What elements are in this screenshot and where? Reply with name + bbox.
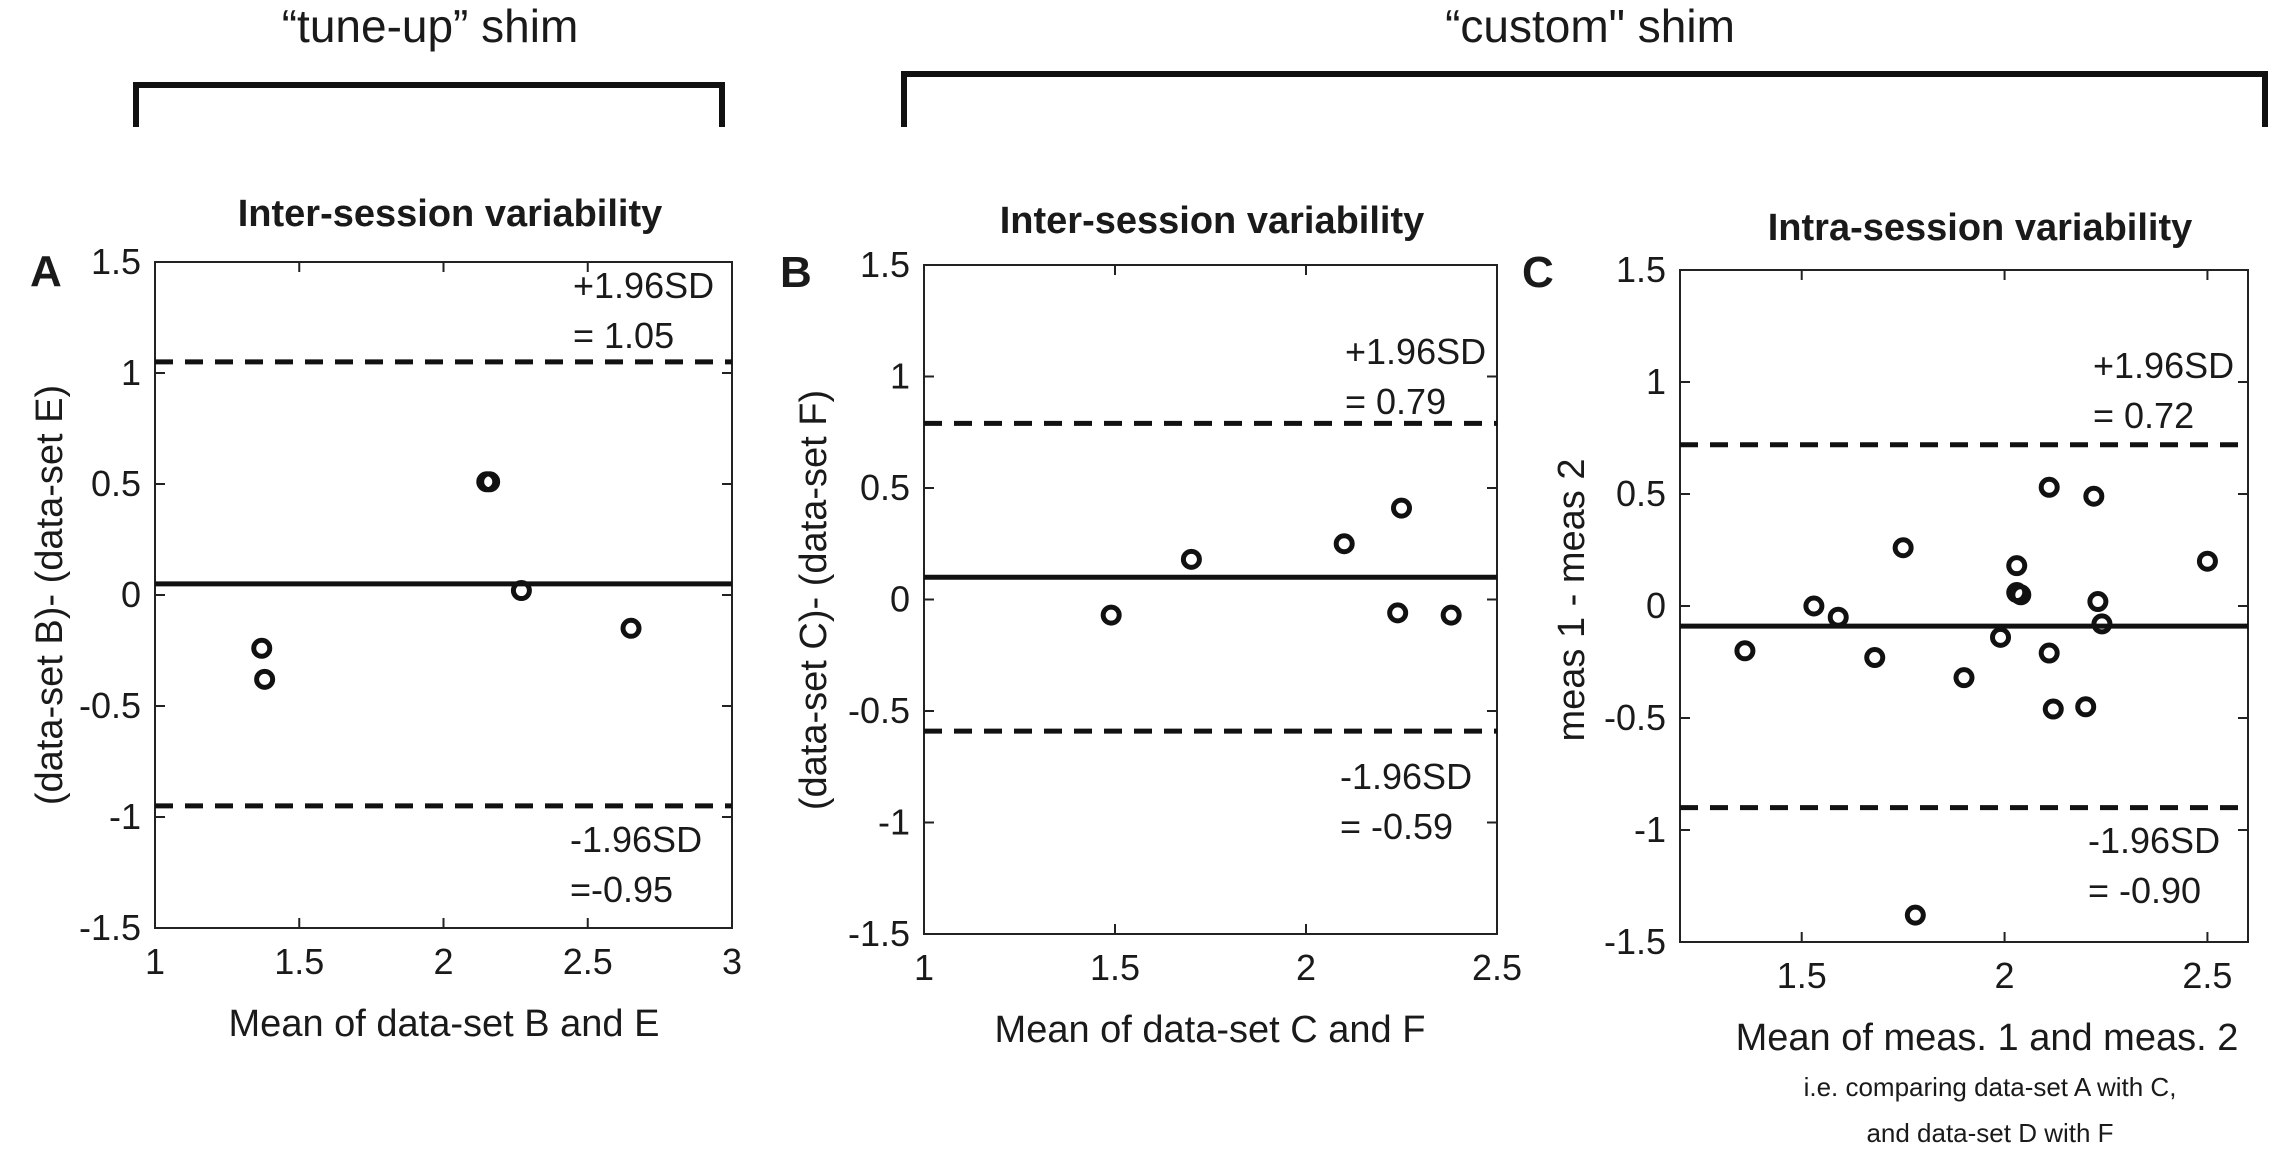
y-tick-label: 0.5 [1616,473,1666,514]
x-tick-label: 2.5 [563,941,613,982]
y-axis-label: meas 1 - meas 2 [1551,459,1593,742]
y-tick-label: 1 [890,356,910,397]
panel-title: Inter-session variability [1000,200,1425,242]
y-tick-label: 0.5 [860,467,910,508]
data-point [251,637,273,659]
data-point [2038,642,2060,664]
data-point [2196,550,2218,572]
lower-loa-label: -1.96SD [2088,820,2220,861]
y-tick-label: 0.5 [91,463,141,504]
data-point [1990,626,2012,648]
data-point [2038,476,2060,498]
data-point [254,668,276,690]
data-point [1391,497,1412,519]
data-point [2087,591,2109,613]
y-tick-label: 1.5 [91,241,141,282]
y-tick-label: 1 [1646,361,1666,402]
panel-title: Intra-session variability [1768,207,2193,249]
x-axis-label: Mean of data-set C and F [995,1009,1426,1051]
y-tick-label: -1 [109,796,141,837]
data-point [1827,606,1849,628]
upper-loa-value: = 0.79 [1345,381,1446,422]
y-tick-label: -0.5 [79,685,141,726]
x-tick-label: 1.5 [1777,955,1827,996]
panel-c: -1.5 -1 -0.5 0 0.5 1 1.5 1.5 2 2.5 +1.96SD = 0.72 -1… [1522,207,2249,1148]
x-tick-label: 1.5 [274,941,324,982]
x-axis-label: Mean of meas. 1 and meas. 2 [1736,1017,2239,1059]
lower-loa-value: =-0.95 [570,869,673,910]
y-tick-label: 0 [890,579,910,620]
custom-shim-label: “custom" shim [1445,0,1735,52]
data-point [1803,595,1825,617]
panel-b: -1.5 -1 -0.5 0 0.5 1 1.5 1 1.5 2 2.5 +1.96SD = 0.79 -… [780,200,1522,1051]
y-tick-label: 0 [1646,585,1666,626]
x-tick-label: 2.5 [1472,947,1522,988]
x-tick-label: 1.5 [1090,947,1140,988]
data-point [1892,537,1914,559]
data-point [479,471,501,493]
panel-a: -1.5 -1 -0.5 0 0.5 1 1.5 1 1.5 2 2.5 3 +1.96SD = 1.05… [29,193,742,1045]
data-point [1387,602,1409,624]
upper-loa-label: +1.96SD [1345,331,1486,372]
data-point [1440,604,1462,626]
data-point [1953,667,1975,689]
data-point [510,580,532,602]
y-tick-label: 0 [121,574,141,615]
data-point [2083,485,2105,507]
data-point [1333,533,1355,555]
data-point [1864,647,1886,669]
panel-title: Inter-session variability [238,193,663,235]
y-tick-label: -1.5 [79,907,141,948]
x-axis-note: i.e. comparing data-set A with C, [1804,1072,2177,1102]
x-tick-label: 3 [722,941,742,982]
y-tick-label: -1.5 [1604,921,1666,962]
data-point [1904,904,1926,926]
y-tick-label: -1.5 [848,913,910,954]
data-point [620,617,642,639]
lower-loa-value: = -0.90 [2088,870,2201,911]
y-axis-label: (data-set B)- (data-set E) [29,385,71,805]
data-point [2042,698,2064,720]
lower-loa-label: -1.96SD [570,819,702,860]
panel-letter: B [780,248,812,297]
data-point [2091,613,2113,635]
upper-loa-value: = 0.72 [2093,395,2194,436]
x-tick-label: 2 [1296,947,1316,988]
panel-letter: C [1522,248,1554,297]
x-axis-label: Mean of data-set B and E [229,1003,660,1045]
panel-letter: A [30,247,62,296]
y-tick-label: -0.5 [848,690,910,731]
x-axis-note: and data-set D with F [1866,1118,2113,1148]
y-tick-label: 1.5 [860,244,910,285]
y-tick-label: -1 [878,802,910,843]
tune-up-shim-label: “tune-up” shim [282,0,579,52]
upper-loa-value: = 1.05 [573,315,674,356]
y-tick-label: -0.5 [1604,697,1666,738]
y-tick-label: -1 [1634,809,1666,850]
x-tick-label: 1 [914,947,934,988]
tune-up-bracket [133,82,725,127]
upper-loa-label: +1.96SD [573,265,714,306]
y-tick-label: 1.5 [1616,249,1666,290]
x-tick-label: 2 [1995,955,2015,996]
x-tick-label: 2.5 [2182,955,2232,996]
data-point [2010,584,2032,606]
y-axis-label: (data-set C)- (data-set F) [793,390,835,810]
data-point [1180,548,1202,570]
y-tick-label: 1 [121,352,141,393]
lower-loa-value: = -0.59 [1340,806,1453,847]
data-point [2075,696,2097,718]
data-point [1734,640,1756,662]
x-tick-label: 1 [145,941,165,982]
x-tick-label: 2 [433,941,453,982]
data-point [2006,555,2028,577]
upper-loa-label: +1.96SD [2093,345,2234,386]
data-point [1100,604,1122,626]
lower-loa-label: -1.96SD [1340,756,1472,797]
custom-bracket [901,71,2268,127]
